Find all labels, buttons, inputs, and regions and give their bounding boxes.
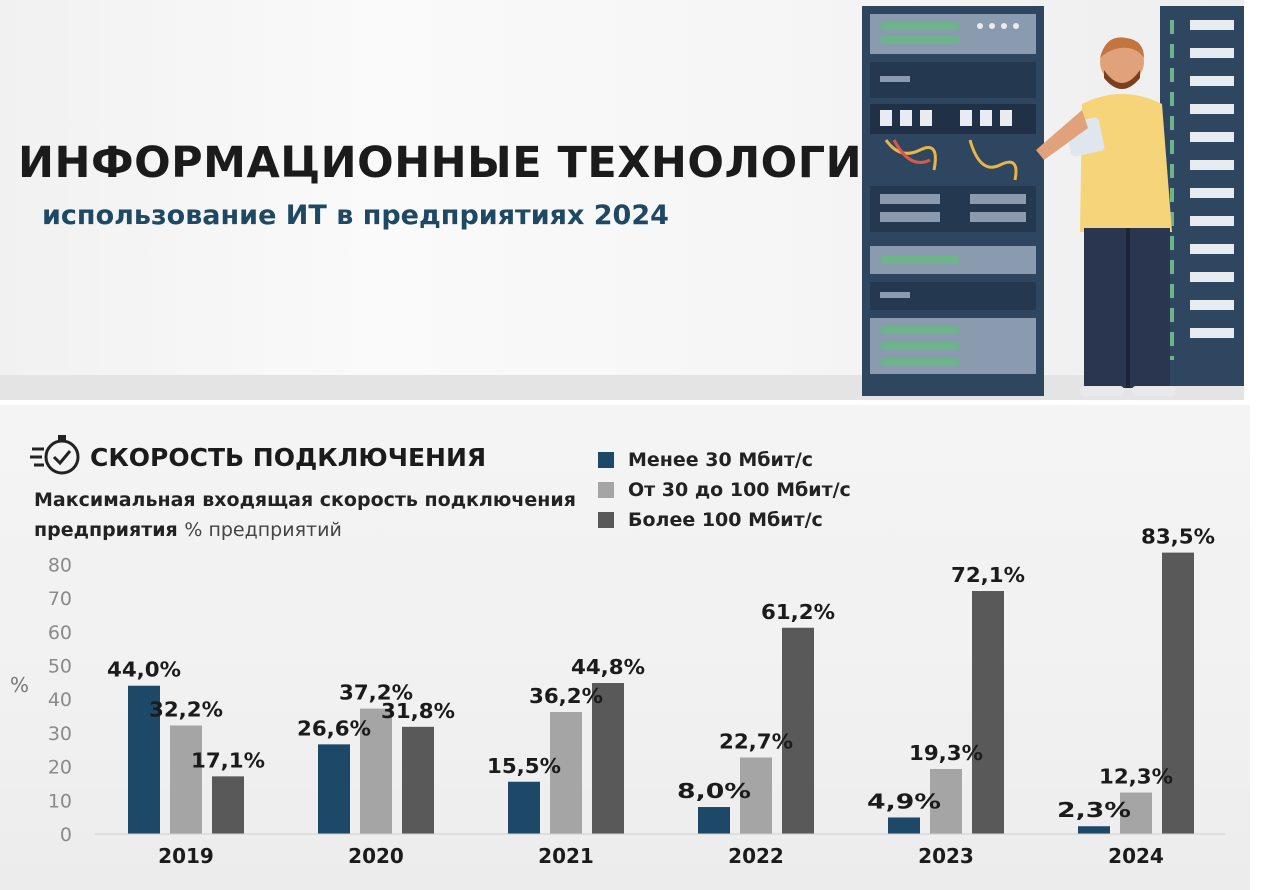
bar-value-label: 19,3% bbox=[909, 741, 983, 765]
bar-2021-series-1 bbox=[550, 712, 582, 834]
bar-value-label: 17,1% bbox=[191, 748, 265, 772]
legend-item-under-30: Менее 30 Мбит/с bbox=[598, 445, 851, 475]
x-tick-label: 2024 bbox=[1108, 844, 1164, 868]
y-tick-label: 50 bbox=[48, 656, 72, 678]
chart-bars bbox=[128, 552, 1194, 834]
y-tick-label: 60 bbox=[48, 622, 72, 644]
bar-value-label: 22,7% bbox=[719, 730, 793, 754]
stopwatch-check-icon bbox=[30, 435, 80, 475]
legend-label: Менее 30 Мбит/с bbox=[628, 449, 814, 471]
chart-title: СКОРОСТЬ ПОДКЛЮЧЕНИЯ bbox=[90, 443, 487, 472]
y-tick-label: 40 bbox=[48, 689, 72, 711]
legend-swatch bbox=[598, 482, 614, 498]
x-tick-label: 2019 bbox=[158, 844, 214, 868]
bar-value-label: 72,1% bbox=[951, 563, 1025, 587]
bar-value-label: 44,8% bbox=[571, 655, 645, 679]
bar-value-label: 32,2% bbox=[149, 697, 223, 721]
bar-value-label: 83,5% bbox=[1141, 525, 1215, 549]
bar-2022-series-0 bbox=[698, 807, 730, 834]
page-subtitle: использование ИТ в предприятиях 2024 bbox=[42, 200, 669, 231]
legend-label: Более 100 Мбит/с bbox=[628, 509, 823, 531]
bar-2020-series-2 bbox=[402, 726, 434, 834]
legend-item-over-100: Более 100 Мбит/с bbox=[598, 505, 851, 535]
x-tick-label: 2021 bbox=[538, 844, 594, 868]
bar-2019-series-2 bbox=[212, 776, 244, 834]
bar-2020-series-0 bbox=[318, 744, 350, 834]
bar-value-label: 26,6% bbox=[297, 716, 371, 740]
page-title: ИНФОРМАЦИОННЫЕ ТЕХНОЛОГИИ bbox=[18, 138, 899, 188]
chart-legend: Менее 30 Мбит/с От 30 до 100 Мбит/с Боле… bbox=[598, 445, 851, 535]
y-axis-ticks: 0 10 20 30 40 50 60 70 80 bbox=[48, 554, 72, 846]
legend-swatch bbox=[598, 512, 614, 528]
bar-value-label: 12,3% bbox=[1099, 765, 1173, 789]
bar-value-label: 44,0% bbox=[107, 658, 181, 682]
chart-unit-note: % предприятий bbox=[184, 519, 342, 541]
legend-label: От 30 до 100 Мбит/с bbox=[628, 479, 851, 501]
bar-2022-series-1 bbox=[740, 757, 772, 834]
bar-2023-series-0 bbox=[888, 817, 920, 834]
y-tick-label: 10 bbox=[48, 790, 72, 812]
y-tick-label: 70 bbox=[48, 588, 72, 610]
bar-2024-series-1 bbox=[1120, 792, 1152, 834]
bar-2023-series-1 bbox=[930, 768, 962, 834]
bar-2023-series-2 bbox=[972, 591, 1004, 834]
chart-subtitle: Максимальная входящая скорость подключен… bbox=[34, 485, 594, 545]
bar-value-label: 15,5% bbox=[487, 754, 561, 778]
y-tick-label: 80 bbox=[48, 554, 72, 576]
bar-2022-series-2 bbox=[782, 627, 814, 834]
bar-chart: 0 10 20 30 40 50 60 70 80 44,0% 32,2% 17,1% 26,6% 37… bbox=[48, 525, 1225, 868]
header-banner: ИНФОРМАЦИОННЫЕ ТЕХНОЛОГИИ использование … bbox=[0, 0, 1244, 400]
bar-2020-series-1 bbox=[360, 708, 392, 834]
y-tick-label: 20 bbox=[48, 757, 72, 779]
x-tick-label: 2022 bbox=[728, 844, 784, 868]
bar-2024-series-0 bbox=[1078, 826, 1110, 834]
server-rack-technician-icon bbox=[862, 6, 1244, 396]
bar-value-label: 2,3% bbox=[1057, 798, 1131, 822]
y-axis-unit: % bbox=[10, 673, 30, 697]
x-tick-label: 2023 bbox=[918, 844, 974, 868]
x-axis-ticks: 2019 2020 2021 2022 2023 2024 bbox=[158, 844, 1164, 868]
bar-2021-series-2 bbox=[592, 683, 624, 834]
bar-2021-series-0 bbox=[508, 781, 540, 834]
chart-bar-labels: 44,0% 32,2% 17,1% 26,6% 37,2%31,8% 15,5% 36,2%… bbox=[107, 525, 1215, 823]
bar-value-label: 36,2% bbox=[529, 684, 603, 708]
bar-value-label: 31,8% bbox=[381, 699, 455, 723]
bar-value-label: 61,2% bbox=[761, 600, 835, 624]
bar-2019-series-0 bbox=[128, 685, 160, 834]
bar-value-label: 37,2% bbox=[339, 681, 413, 705]
chart-panel: СКОРОСТЬ ПОДКЛЮЧЕНИЯ Максимальная входящ… bbox=[0, 405, 1250, 890]
y-tick-label: 30 bbox=[48, 723, 72, 745]
bar-value-label: 4,9% bbox=[867, 789, 941, 813]
bar-2019-series-1 bbox=[170, 725, 202, 834]
x-tick-label: 2020 bbox=[348, 844, 404, 868]
bar-value-label: 8,0% bbox=[677, 779, 751, 803]
legend-item-30-to-100: От 30 до 100 Мбит/с bbox=[598, 475, 851, 505]
chart-subtitle-text: Максимальная входящая скорость подключен… bbox=[34, 489, 576, 541]
bar-2024-series-2 bbox=[1162, 552, 1194, 834]
y-tick-label: 0 bbox=[60, 824, 72, 846]
legend-swatch bbox=[598, 452, 614, 468]
